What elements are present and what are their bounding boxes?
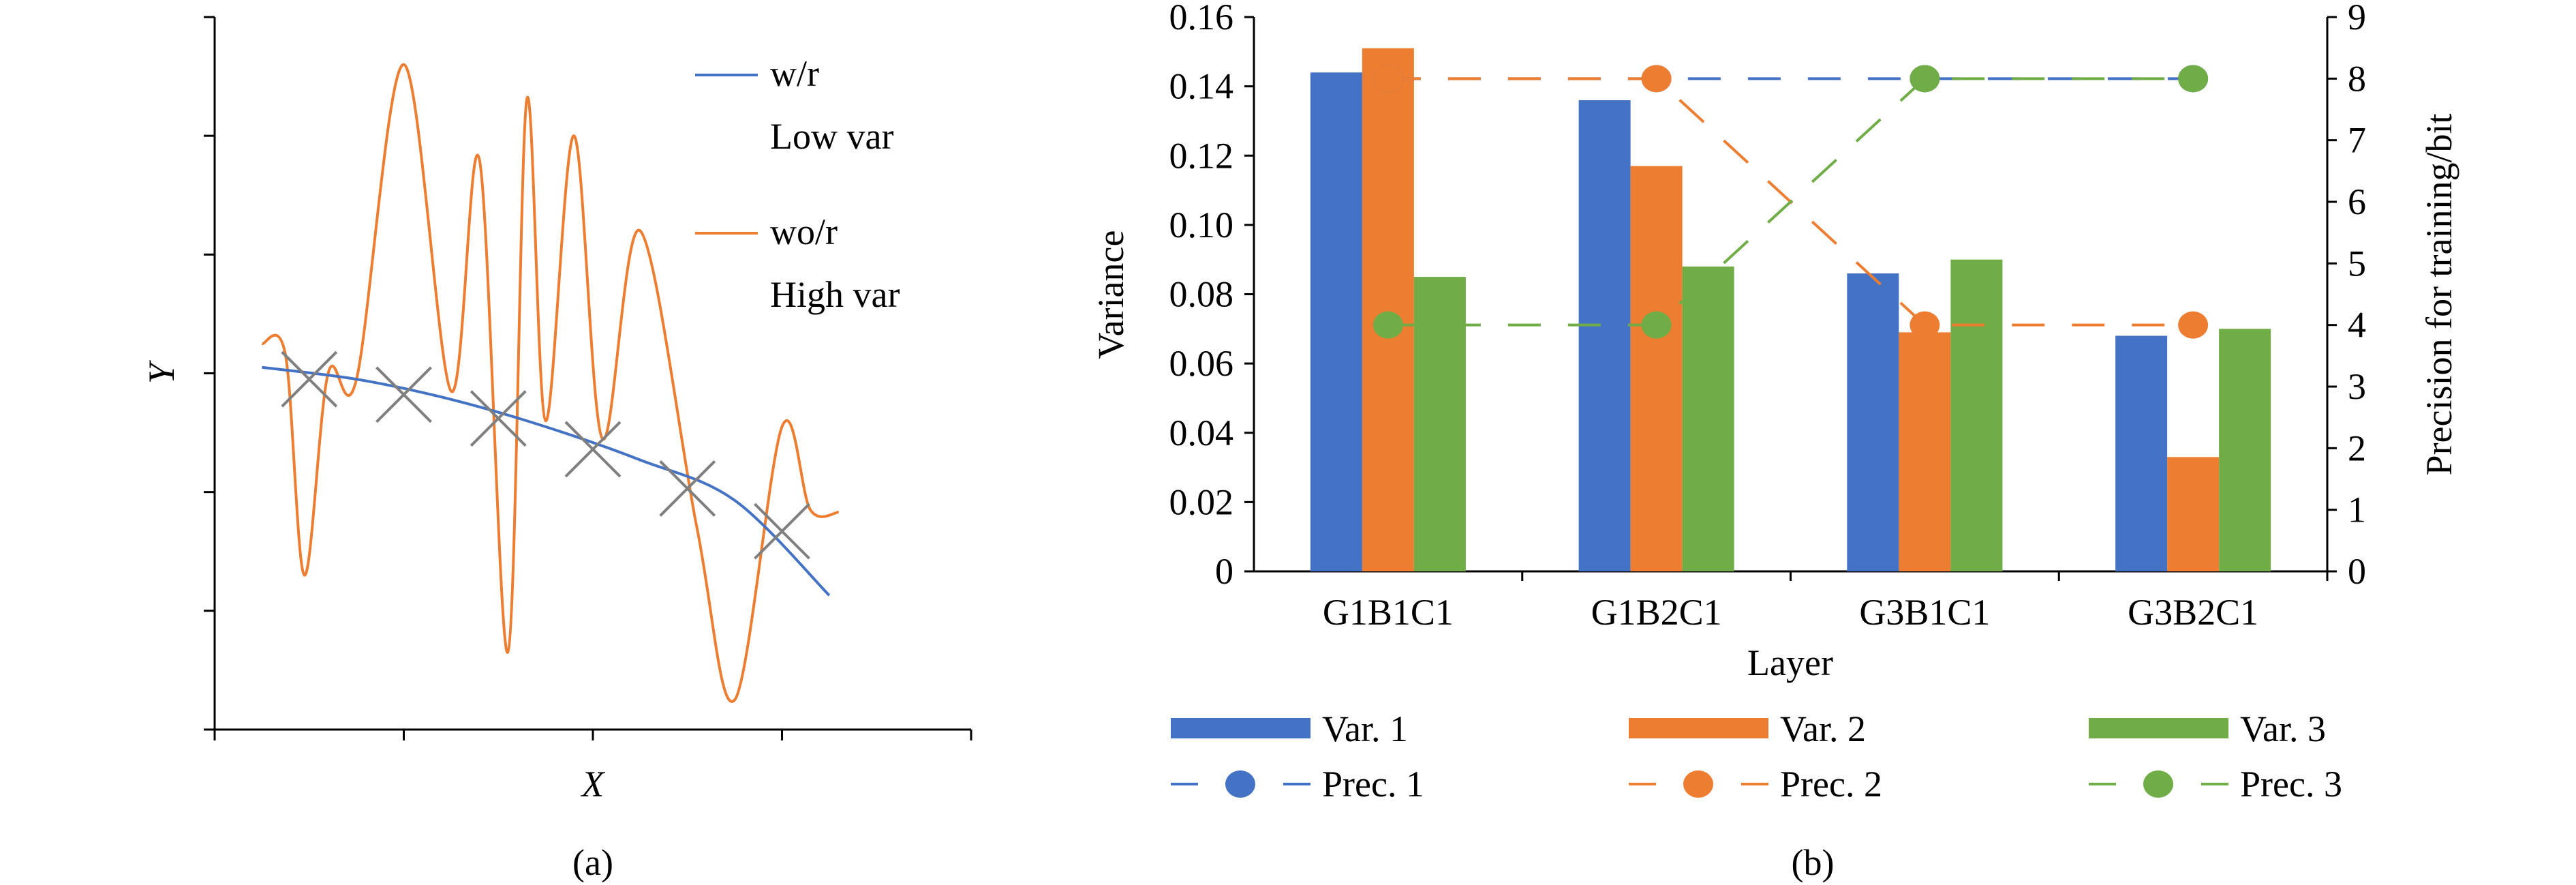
b-y2-tick-label: 3: [2348, 366, 2366, 407]
a-panel-label: (a): [572, 842, 613, 883]
legend-dot: [1683, 770, 1713, 798]
a-cross-stroke: [564, 421, 622, 478]
b-y-tick-label: 0.06: [1169, 343, 1234, 384]
b-y2-tick-label: 8: [2348, 58, 2366, 99]
b-y2-axis-label: Precision for training/bit: [2419, 114, 2459, 476]
panel-a: Y X (a) w/r Low var wo/r High var: [141, 16, 972, 883]
a-cross-stroke: [375, 366, 432, 423]
point-Prec2-G3B1C1: [1910, 311, 1940, 339]
a-series-line-wr: [262, 365, 831, 597]
b-lines: [1373, 65, 2209, 339]
legend-label-Prec3: Prec. 3: [2240, 764, 2342, 805]
panel-b: 0 0.02 0.04 0.06 0.08 0.10 0.12 0.14 0.16 0 1 2 3 4 5…: [1090, 0, 2459, 883]
a-x-axis-label: X: [581, 764, 606, 805]
legend-label-Prec2: Prec. 2: [1780, 764, 1882, 805]
b-left-ticks: 0 0.02 0.04 0.06 0.08 0.10 0.12 0.14 0.16: [1169, 0, 1254, 592]
line-Prec3: [1387, 77, 2194, 327]
b-bars: [1310, 48, 2271, 572]
b-category-labels: G1B1C1 G1B2C1 G3B1C1 G3B2C1: [1323, 571, 2329, 633]
bar-Var2-G1B1C1: [1362, 48, 1414, 571]
b-y-axis-label: Variance: [1090, 230, 1131, 359]
a-cross-stroke: [754, 502, 810, 560]
legend-dot: [2143, 770, 2173, 798]
bar-Var2-G3B1C1: [1899, 332, 1951, 571]
a-y-axis-label: Y: [141, 360, 182, 384]
legend-label-Var3: Var. 3: [2240, 708, 2326, 749]
a-cross-stroke: [659, 460, 716, 517]
b-y-tick-label: 0.10: [1169, 205, 1234, 245]
a-cross-marker: [470, 390, 527, 447]
a-cross-marker: [754, 502, 810, 560]
a-cross-marker: [564, 421, 622, 478]
b-y-tick-label: 0.04: [1169, 412, 1234, 453]
a-lines: [261, 63, 840, 703]
b-y2-tick-label: 1: [2348, 490, 2366, 530]
point-Prec2-G1B1C1: [1373, 65, 1403, 93]
a-legend-desc-wor: High var: [770, 274, 900, 315]
bar-Var1-G3B2C1: [2115, 335, 2168, 571]
b-y2-tick-label: 6: [2348, 181, 2366, 222]
legend-label-Var2: Var. 2: [1780, 708, 1866, 749]
bar-Var1-G1B2C1: [1578, 100, 1631, 571]
a-legend-label-wr: w/r: [770, 53, 819, 94]
b-y-tick-label: 0.08: [1169, 274, 1234, 315]
a-cross-marker: [281, 350, 338, 408]
a-cross-marker: [375, 366, 432, 423]
b-y2-tick-label: 9: [2348, 0, 2366, 38]
a-cross-stroke: [281, 350, 338, 408]
legend-label-Prec1: Prec. 1: [1322, 764, 1424, 805]
bar-Var2-G1B2C1: [1630, 166, 1683, 571]
b-y2-tick-label: 2: [2348, 427, 2366, 468]
bar-Var3-G3B2C1: [2219, 329, 2271, 571]
point-Prec3-G3B2C1: [2178, 65, 2209, 93]
a-legend: w/r Low var wo/r High var: [695, 53, 900, 315]
b-y-tick-label: 0.02: [1169, 481, 1234, 522]
b-legend: Var. 1 Var. 2 Var. 3 Prec. 1 Prec. 2 Prec. 3: [1171, 708, 2342, 805]
legend-dot: [1225, 770, 1255, 798]
b-y2-tick-label: 7: [2348, 120, 2366, 161]
b-category-label: G3B2C1: [2128, 592, 2258, 633]
bar-Var1-G3B1C1: [1847, 273, 1899, 571]
b-category-label: G3B1C1: [1859, 592, 1990, 633]
bar-Var1-G1B1C1: [1310, 72, 1362, 572]
b-y2-tick-label: 0: [2348, 551, 2366, 592]
point-Prec2-G3B2C1: [2178, 311, 2209, 339]
legend-swatch-Var2: [1629, 718, 1768, 738]
b-y-tick-label: 0.16: [1169, 0, 1234, 38]
legend-label-Var1: Var. 1: [1322, 708, 1408, 749]
a-markers: [281, 350, 810, 560]
b-y-tick-label: 0.12: [1169, 135, 1234, 176]
b-right-ticks: 0 1 2 3 4 5 6 7 8 9: [2327, 0, 2366, 592]
point-Prec3-G1B2C1: [1641, 311, 1672, 339]
bar-Var3-G3B1C1: [1950, 259, 2003, 571]
bar-Var2-G3B2C1: [2167, 457, 2220, 571]
legend-swatch-Var1: [1171, 718, 1310, 738]
bar-Var3-G1B1C1: [1413, 277, 1466, 571]
b-y-tick-label: 0: [1215, 551, 1233, 592]
point-Prec2-G1B2C1: [1641, 65, 1672, 93]
b-y2-tick-label: 4: [2348, 305, 2366, 346]
b-category-label: G1B2C1: [1591, 592, 1722, 633]
b-y-tick-label: 0.14: [1169, 66, 1234, 107]
a-legend-label-wor: wo/r: [770, 211, 838, 252]
a-legend-desc-wr: Low var: [770, 116, 893, 157]
point-Prec3-G1B1C1: [1373, 311, 1403, 339]
a-ticks: [204, 16, 972, 740]
legend-swatch-Prec3: [2089, 770, 2228, 798]
b-category-label: G1B1C1: [1323, 592, 1454, 633]
a-cross-stroke: [470, 390, 527, 447]
a-series-line-wor: [261, 63, 840, 703]
b-x-axis-label: Layer: [1747, 642, 1833, 683]
b-y2-tick-label: 5: [2348, 243, 2366, 284]
point-Prec3-G3B1C1: [1910, 65, 1940, 93]
legend-swatch-Prec2: [1629, 770, 1768, 798]
b-panel-label: (b): [1792, 842, 1835, 883]
legend-swatch-Var3: [2089, 718, 2228, 738]
legend-swatch-Prec1: [1171, 770, 1310, 798]
a-cross-marker: [659, 460, 716, 517]
bar-Var3-G1B2C1: [1682, 266, 1734, 571]
